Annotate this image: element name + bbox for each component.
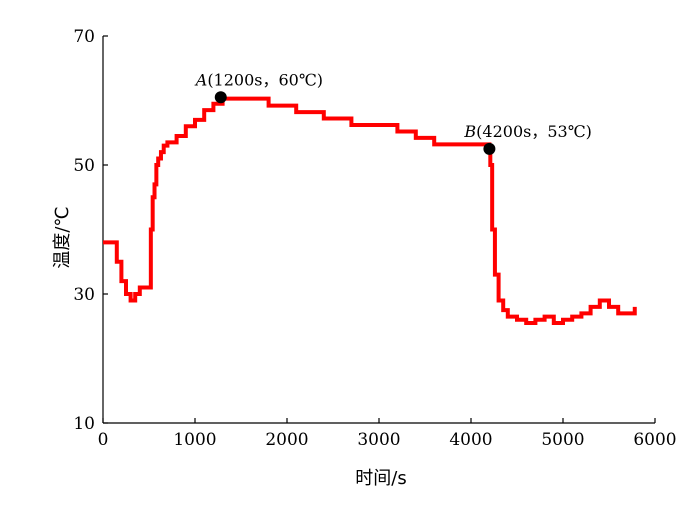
y-tick-label: 30 — [73, 285, 95, 305]
x-tick-label: 1000 — [173, 430, 216, 450]
point-marker-b — [483, 142, 496, 155]
y-tick-label: 10 — [73, 414, 95, 434]
point-label: (4200s，53℃) — [476, 122, 592, 141]
x-ticks: 0 1000 2000 3000 4000 5000 6000 — [98, 418, 677, 450]
point-marker-a — [214, 91, 227, 104]
y-tick-label: 70 — [73, 27, 95, 47]
point-letter: A — [194, 70, 208, 89]
x-tick-label: 3000 — [357, 430, 400, 450]
series-line — [103, 96, 637, 326]
y-tick-label: 50 — [73, 156, 95, 176]
points-layer: A(1200s，60℃) B(4200s，53℃) — [194, 70, 592, 155]
y-axis-label: 温度/℃ — [52, 206, 73, 268]
y-ticks: 10 30 50 70 — [73, 27, 108, 434]
series-layer — [103, 96, 637, 326]
x-tick-label: 4000 — [449, 430, 492, 450]
x-tick-label: 6000 — [633, 430, 676, 450]
x-tick-label: 0 — [98, 430, 109, 450]
point-annotation-a: A(1200s，60℃) — [194, 70, 323, 89]
point-letter: B — [463, 122, 476, 141]
axes — [102, 36, 655, 424]
point-label: (1200s，60℃) — [207, 70, 323, 89]
x-axis-label: 时间/s — [355, 468, 406, 489]
x-tick-label: 5000 — [541, 430, 584, 450]
x-tick-label: 2000 — [265, 430, 308, 450]
point-annotation-b: B(4200s，53℃) — [463, 122, 591, 141]
